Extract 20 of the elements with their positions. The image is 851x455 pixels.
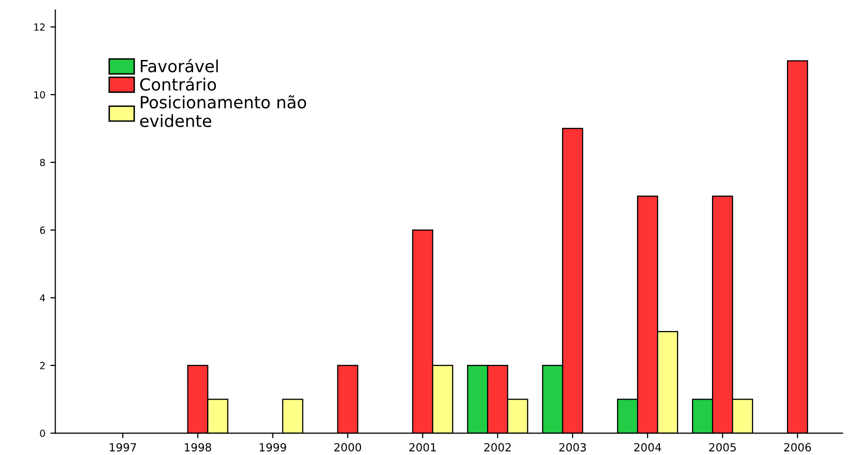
x-tick-label: 2006: [784, 443, 811, 452]
x-tick-label: 2001: [409, 443, 436, 452]
x-tick-label: 2003: [559, 443, 586, 452]
legend-label: Favorável: [140, 58, 218, 72]
y-tick-label: 10: [34, 91, 45, 98]
x-tick-label: 2004: [634, 443, 662, 452]
x-tick-label: 1999: [260, 443, 286, 452]
y-tick-label: 2: [40, 362, 45, 370]
x-tick-label: 2005: [709, 443, 736, 452]
y-tick-label: 4: [40, 294, 46, 302]
y-tick-label: 12: [34, 23, 45, 31]
x-tick-label: 1997: [110, 443, 136, 452]
x-tick-label: 2000: [334, 443, 362, 452]
y-tick-label: 6: [40, 226, 45, 234]
legend-label: Contrário: [140, 77, 216, 91]
x-tick-label: 2002: [484, 443, 511, 452]
x-tick-label: 1998: [184, 443, 212, 452]
y-tick-label: 0: [40, 430, 45, 437]
legend-label: Posicionamento não evidente: [140, 95, 306, 128]
y-tick-label: 8: [40, 158, 45, 166]
